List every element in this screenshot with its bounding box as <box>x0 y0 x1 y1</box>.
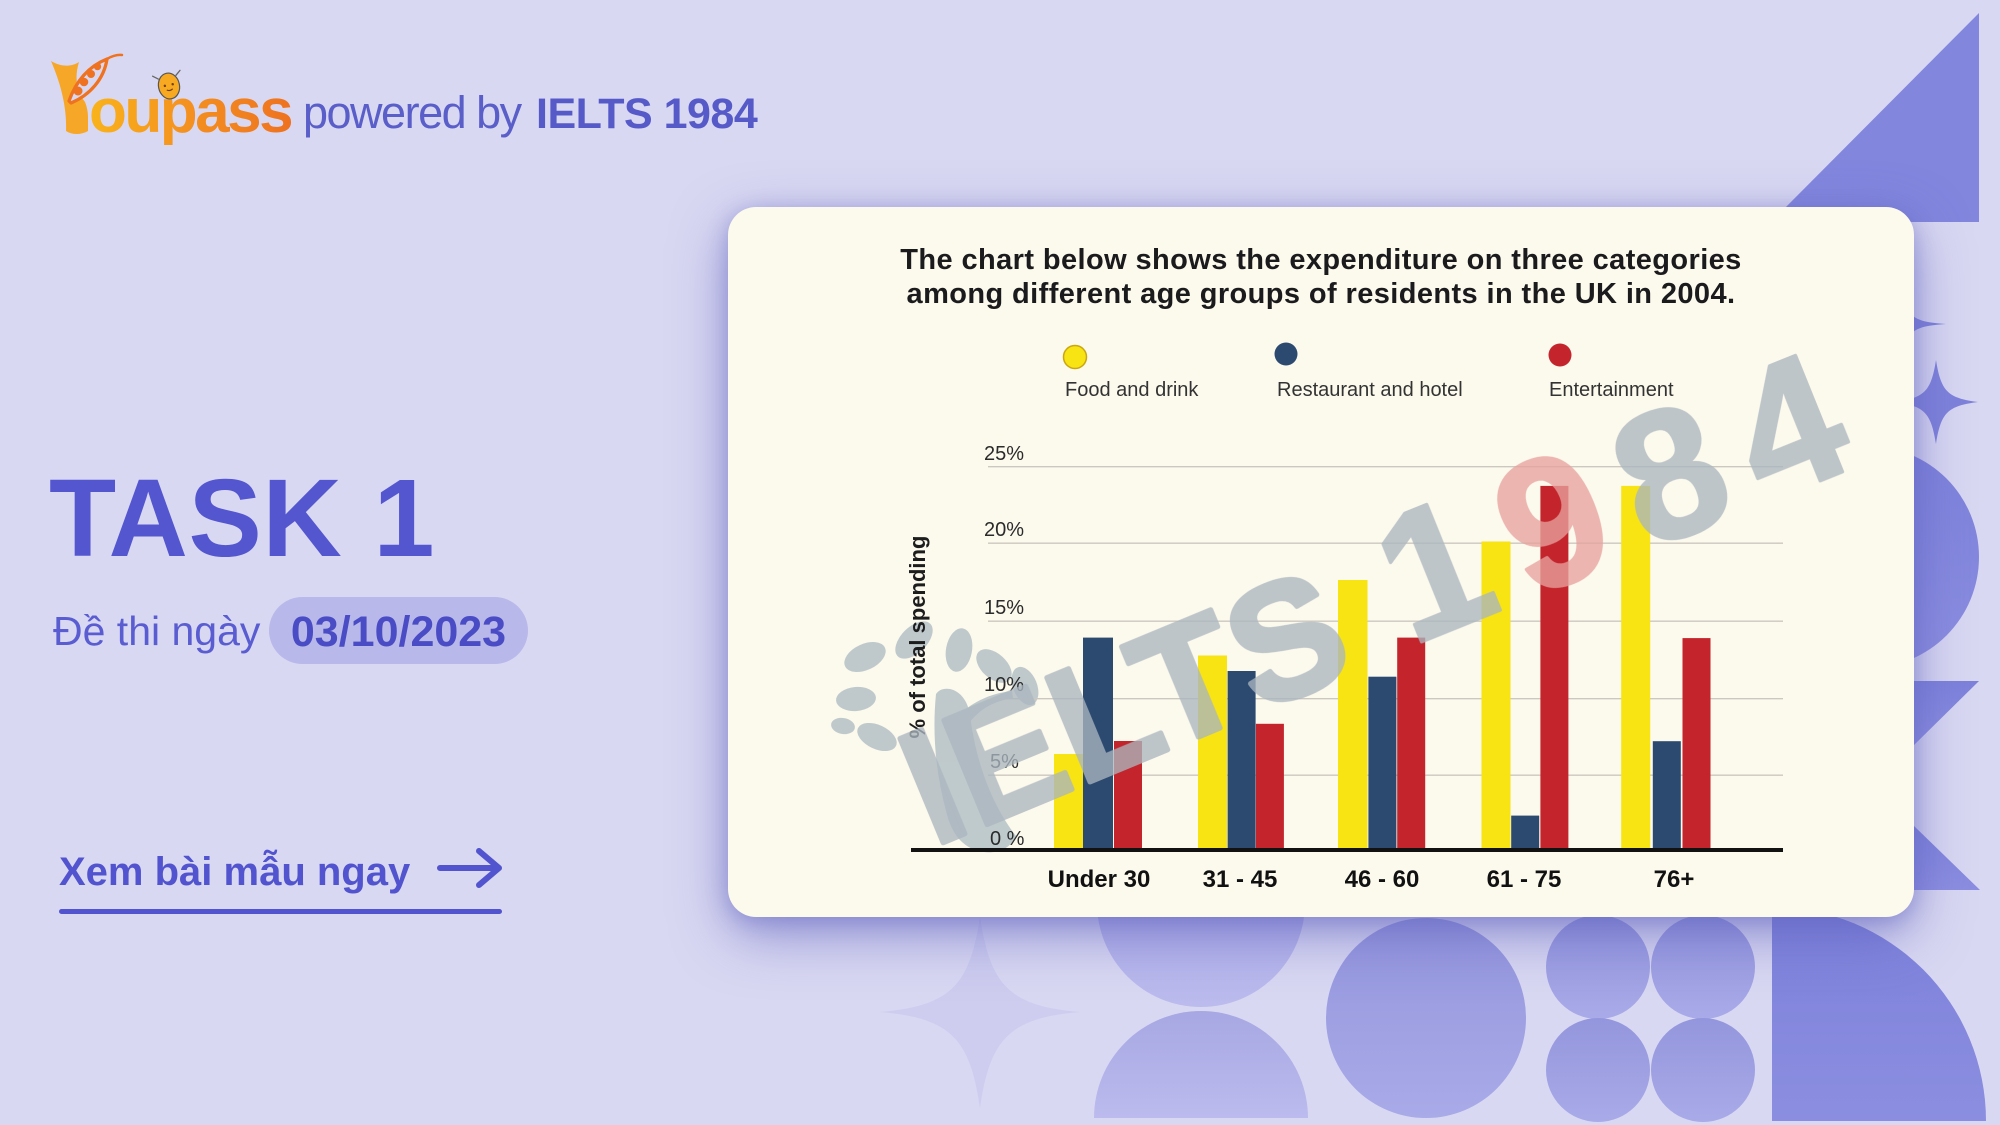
svg-text:IELTS 1984: IELTS 1984 <box>536 90 758 138</box>
svg-text:61 - 75: 61 - 75 <box>1487 866 1562 893</box>
svg-text:Entertainment: Entertainment <box>1549 379 1674 401</box>
svg-text:20%: 20% <box>984 519 1024 541</box>
svg-text:15%: 15% <box>984 597 1024 619</box>
svg-text:The chart below shows the expe: The chart below shows the expenditure on… <box>900 244 1741 276</box>
svg-text:31 - 45: 31 - 45 <box>1203 866 1278 893</box>
svg-text:5%: 5% <box>990 751 1019 773</box>
svg-text:10%: 10% <box>984 674 1024 696</box>
svg-text:Restaurant and hotel: Restaurant and hotel <box>1277 379 1463 401</box>
svg-text:oupass: oupass <box>89 77 291 146</box>
svg-text:76+: 76+ <box>1654 866 1695 893</box>
svg-text:25%: 25% <box>984 443 1024 465</box>
svg-text:among different age groups of: among different age groups of residents … <box>907 278 1736 310</box>
svg-text:46 - 60: 46 - 60 <box>1345 866 1420 893</box>
svg-text:Food and drink: Food and drink <box>1065 379 1199 401</box>
svg-text:Under 30: Under 30 <box>1048 866 1151 893</box>
svg-text:0 %: 0 % <box>990 828 1025 850</box>
svg-text:powered by: powered by <box>303 87 523 138</box>
svg-text:% of total spending: % of total spending <box>905 536 930 739</box>
